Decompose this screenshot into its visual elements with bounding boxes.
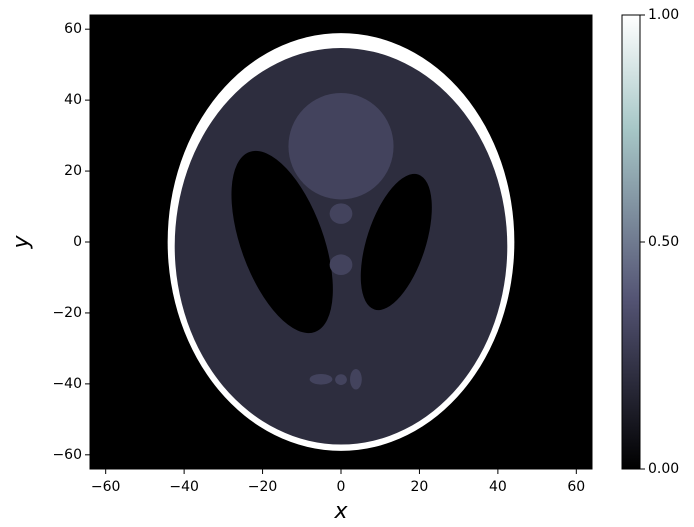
phantom-ellipse — [350, 369, 362, 390]
colorbar-tick-label: 0.00 — [648, 461, 679, 477]
x-tick-label: 40 — [489, 479, 507, 495]
x-tick-label: 0 — [337, 479, 346, 495]
x-tick-label: −40 — [169, 479, 199, 495]
phantom-ellipse — [310, 374, 333, 385]
y-axis-label: y — [9, 235, 34, 250]
y-tick-label: −20 — [52, 305, 82, 321]
y-tick-label: 40 — [64, 92, 82, 108]
phantom-ellipse — [288, 93, 393, 199]
x-tick-label: −20 — [248, 479, 278, 495]
chart: x y −60 −40 −20 0 20 40 60 −60 −40 −20 0 20 40 60 0.00… — [0, 0, 694, 527]
x-tick-label: −60 — [91, 479, 121, 495]
y-tick-label: 20 — [64, 163, 82, 179]
phantom-ellipse — [330, 254, 353, 275]
phantom-ellipse — [335, 374, 347, 385]
y-tick-label: −40 — [52, 376, 82, 392]
y-tick-label: −60 — [52, 447, 82, 463]
x-tick-label: 20 — [411, 479, 429, 495]
colorbar-tick-label: 0.50 — [648, 234, 679, 250]
colorbar — [622, 15, 640, 469]
image — [90, 15, 592, 469]
y-tick-label: 60 — [64, 21, 82, 37]
colorbar-tick-label: 1.00 — [648, 7, 679, 23]
y-tick-label: 0 — [73, 234, 82, 250]
phantom-ellipse — [330, 203, 353, 224]
x-tick-label: 60 — [567, 479, 585, 495]
x-axis-label: x — [333, 499, 348, 524]
